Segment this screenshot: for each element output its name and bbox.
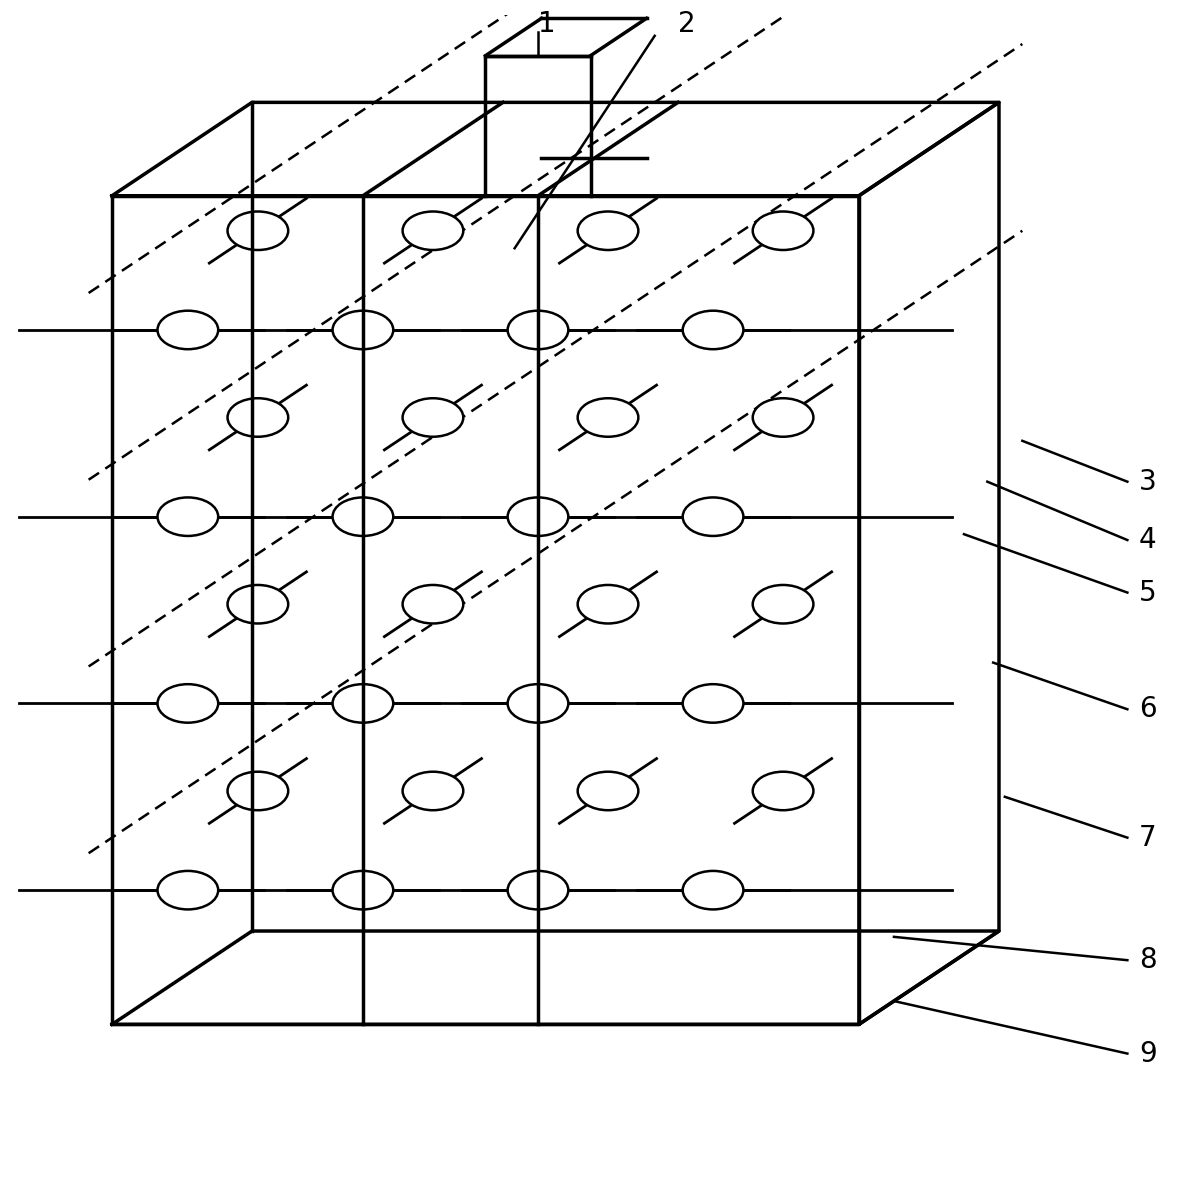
- Ellipse shape: [403, 772, 463, 810]
- Ellipse shape: [228, 398, 288, 437]
- Ellipse shape: [403, 212, 463, 250]
- Text: 2: 2: [678, 11, 696, 38]
- Ellipse shape: [228, 772, 288, 810]
- Ellipse shape: [508, 498, 568, 536]
- Ellipse shape: [683, 871, 743, 910]
- Ellipse shape: [508, 311, 568, 349]
- Text: 3: 3: [1138, 468, 1157, 495]
- Ellipse shape: [157, 871, 218, 910]
- Ellipse shape: [752, 398, 814, 437]
- Text: 8: 8: [1138, 946, 1156, 974]
- Ellipse shape: [683, 684, 743, 723]
- Text: 1: 1: [539, 11, 555, 38]
- Ellipse shape: [228, 212, 288, 250]
- Text: 7: 7: [1138, 824, 1156, 852]
- Ellipse shape: [403, 398, 463, 437]
- Ellipse shape: [683, 311, 743, 349]
- Ellipse shape: [333, 871, 393, 910]
- Ellipse shape: [228, 585, 288, 623]
- Text: 5: 5: [1138, 579, 1156, 606]
- Ellipse shape: [508, 684, 568, 723]
- Ellipse shape: [508, 871, 568, 910]
- Ellipse shape: [752, 772, 814, 810]
- Ellipse shape: [578, 772, 639, 810]
- Text: 9: 9: [1138, 1040, 1157, 1067]
- Ellipse shape: [157, 684, 218, 723]
- Ellipse shape: [157, 311, 218, 349]
- Text: 4: 4: [1138, 526, 1156, 554]
- Text: 6: 6: [1138, 696, 1156, 723]
- Ellipse shape: [333, 684, 393, 723]
- Ellipse shape: [157, 498, 218, 536]
- Ellipse shape: [578, 212, 639, 250]
- Ellipse shape: [578, 398, 639, 437]
- Ellipse shape: [333, 498, 393, 536]
- Ellipse shape: [578, 585, 639, 623]
- Ellipse shape: [403, 585, 463, 623]
- Ellipse shape: [752, 212, 814, 250]
- Ellipse shape: [752, 585, 814, 623]
- Ellipse shape: [333, 311, 393, 349]
- Ellipse shape: [683, 498, 743, 536]
